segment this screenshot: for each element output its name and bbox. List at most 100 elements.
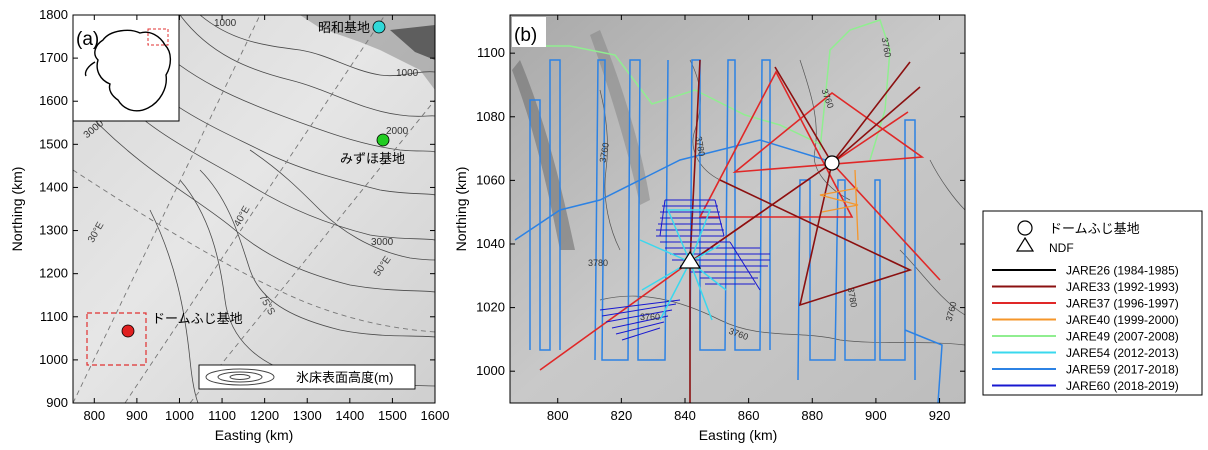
panel-a-ylabel: Northing (km) bbox=[9, 167, 25, 252]
y-tick-label: 1600 bbox=[39, 93, 68, 108]
dome-fuji-station-label: ドームふじ基地 bbox=[152, 311, 243, 326]
track-jare59 bbox=[594, 59, 669, 361]
y-tick-label: 1100 bbox=[40, 309, 68, 324]
y-tick-label: 1400 bbox=[39, 179, 68, 194]
legend-entry-label: JARE54 (2012-2013) bbox=[1066, 346, 1179, 360]
panel-a-label: (a) bbox=[76, 29, 99, 50]
coastal-dark-terrain bbox=[390, 25, 435, 60]
x-tick-label: 1000 bbox=[165, 408, 194, 423]
y-tick-label: 1700 bbox=[39, 50, 68, 65]
panel-b: 3760 3780 3780 3760 3760 3760 3780 3760 … bbox=[453, 14, 966, 443]
legend-entry-label: JARE60 (2018-2019) bbox=[1066, 379, 1179, 393]
track-jare49 bbox=[520, 45, 823, 146]
legend-entry-label: JARE59 (2017-2018) bbox=[1066, 363, 1179, 377]
track-jare59 bbox=[797, 119, 916, 381]
syowa-station-label: 昭和基地 bbox=[318, 20, 370, 35]
y-tick-label: 1000 bbox=[39, 352, 68, 367]
x-tick-label: 1600 bbox=[421, 408, 450, 423]
legend-entry-label: JARE49 (2007-2008) bbox=[1066, 330, 1179, 344]
contour-label-b: 3780 bbox=[588, 258, 608, 268]
legend-ndf-label: NDF bbox=[1049, 241, 1074, 255]
x-tick-label: 860 bbox=[738, 408, 760, 423]
contour-label: 2000 bbox=[386, 126, 409, 137]
track-legend: ドームふじ基地 NDF JARE26 (1984-1985) JARE33 (19… bbox=[982, 210, 1203, 396]
legend-entry-label: JARE33 (1992-1993) bbox=[1066, 280, 1179, 294]
meridian-lines bbox=[73, 15, 435, 403]
contour-label-b: 3760 bbox=[880, 37, 893, 58]
mizuho-station-marker bbox=[376, 133, 390, 147]
track-jare59 bbox=[514, 139, 833, 241]
track-jare37 bbox=[698, 70, 854, 218]
y-tick-label: 1100 bbox=[477, 45, 505, 60]
track-jare40 bbox=[819, 187, 859, 213]
legend-entries: JARE26 (1984-1985) JARE33 (1992-1993) JARE… bbox=[992, 264, 1179, 393]
antarctica-inset: (a) bbox=[72, 14, 180, 122]
x-tick-label: 1300 bbox=[293, 408, 322, 423]
contour-label-b: 3760 bbox=[598, 142, 611, 163]
contour-label-b: 3760 bbox=[640, 312, 660, 322]
panel-b-background bbox=[510, 15, 965, 403]
surface-elevation-legend: 氷床表面高度(m) bbox=[198, 364, 416, 390]
track-jare40 bbox=[854, 169, 859, 241]
panel-b-frame bbox=[509, 14, 966, 404]
x-tick-label: 920 bbox=[929, 408, 951, 423]
contour-ellipse-icon bbox=[205, 368, 275, 386]
panel-b-label: (b) bbox=[514, 25, 537, 46]
x-tick-label: 1500 bbox=[378, 408, 407, 423]
x-tick-label: 900 bbox=[126, 408, 148, 423]
panel-a: 1000 2000 3000 3000 1000 30°E 40°E 50°E … bbox=[9, 7, 449, 443]
dome-fuji-region-box bbox=[86, 312, 147, 366]
legend-dome-fuji-label: ドームふじ基地 bbox=[1049, 221, 1140, 236]
x-tick-label: 1200 bbox=[250, 408, 279, 423]
x-tick-label: 1100 bbox=[208, 408, 236, 423]
y-tick-label: 1200 bbox=[39, 266, 68, 281]
y-tick-label: 900 bbox=[46, 395, 68, 410]
x-tick-label: 840 bbox=[674, 408, 696, 423]
track-jare33 bbox=[689, 162, 833, 263]
track-jare59 bbox=[529, 59, 561, 351]
antarctica-outline bbox=[94, 29, 172, 112]
track-jare60 bbox=[599, 199, 770, 341]
track-jare37 bbox=[831, 162, 941, 281]
dome-fuji-station-marker bbox=[121, 324, 135, 338]
track-jare33 bbox=[719, 86, 921, 307]
x-tick-label: 880 bbox=[801, 408, 823, 423]
y-tick-label: 1300 bbox=[39, 223, 68, 238]
y-tick-label: 1080 bbox=[476, 109, 505, 124]
y-tick-label: 1000 bbox=[476, 363, 505, 378]
panel-b-xlabel: Easting (km) bbox=[699, 427, 778, 443]
track-jare59 bbox=[689, 59, 771, 351]
y-tick-label: 1020 bbox=[476, 300, 505, 315]
panel-b-label-bg bbox=[512, 17, 546, 47]
x-tick-label: 900 bbox=[865, 408, 887, 423]
ndf-symbol-icon bbox=[1015, 236, 1035, 252]
syowa-station-marker bbox=[372, 20, 386, 34]
contour-label: 3000 bbox=[371, 237, 394, 248]
antarctic-peninsula bbox=[84, 61, 96, 77]
track-jare59 bbox=[904, 329, 943, 403]
panel-a-axes: 800 900 1000 1100 1200 1300 1400 1500 1600 900 100… bbox=[39, 7, 449, 423]
x-tick-label: 800 bbox=[547, 408, 569, 423]
dome-fuji-symbol-icon bbox=[1017, 220, 1033, 236]
y-tick-label: 1500 bbox=[39, 136, 68, 151]
y-tick-label: 1060 bbox=[476, 172, 505, 187]
contour-label-b: 3780 bbox=[694, 136, 707, 157]
contour-ellipse-icon bbox=[217, 371, 263, 383]
panel-b-ylabel: Northing (km) bbox=[453, 167, 469, 252]
y-tick-label: 1800 bbox=[39, 7, 68, 22]
elevation-legend-label: 氷床表面高度(m) bbox=[296, 370, 394, 385]
dome-fuji-marker bbox=[824, 155, 840, 171]
contour-label: 1000 bbox=[396, 68, 419, 79]
panel-a-frame bbox=[72, 14, 436, 404]
legend-entry-label: JARE40 (1999-2000) bbox=[1066, 313, 1179, 327]
y-tick-label: 1040 bbox=[476, 236, 505, 251]
contour-label: 1000 bbox=[214, 18, 237, 29]
legend-entry-label: JARE37 (1996-1997) bbox=[1066, 297, 1179, 311]
panel-a-xlabel: Easting (km) bbox=[215, 427, 294, 443]
panel-b-axes: 800 820 840 860 880 900 920 1000 1020 1040 1060 108… bbox=[476, 15, 965, 423]
x-tick-label: 800 bbox=[83, 408, 105, 423]
legend-entry-label: JARE26 (1984-1985) bbox=[1066, 264, 1179, 278]
x-tick-label: 820 bbox=[611, 408, 633, 423]
ndf-marker bbox=[678, 250, 702, 269]
